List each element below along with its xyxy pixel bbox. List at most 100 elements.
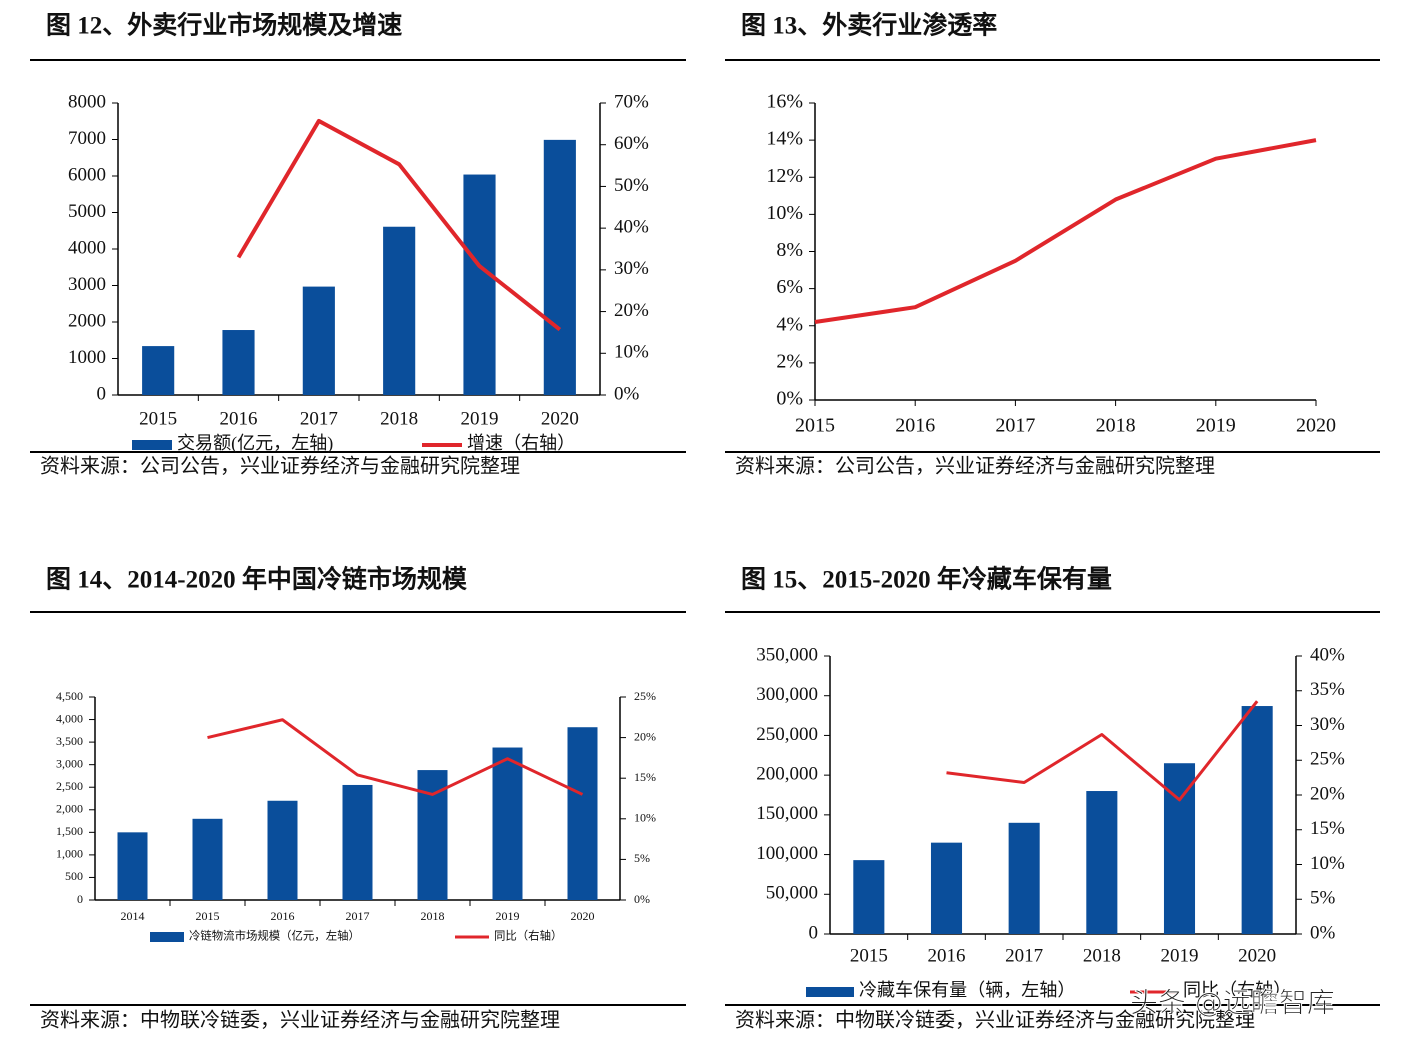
bar: [1008, 822, 1040, 934]
legend-swatch: [150, 932, 184, 942]
bar: [1241, 706, 1273, 934]
y-tick-label: 8000: [68, 91, 106, 112]
y-tick-label: 3,500: [56, 734, 83, 748]
source: 资料来源：中物联冷链委，兴业证券经济与金融研究院整理: [735, 1009, 1255, 1032]
figure-title: 图 14、2014-2020 年中国冷链市场规模: [46, 565, 468, 594]
figure-title: 图 13、外卖行业渗透率: [741, 11, 997, 40]
y-tick-label: 50,000: [766, 883, 818, 904]
x-tick-label: 2019: [1196, 415, 1236, 437]
y-tick-label: 350,000: [756, 644, 818, 665]
y-tick-label: 2,000: [56, 802, 83, 816]
legend-label: 同比（右轴）: [1183, 980, 1291, 1000]
y2-tick-label: 10%: [614, 342, 649, 363]
source: 资料来源：公司公告，兴业证券经济与金融研究院整理: [735, 455, 1215, 478]
y2-tick-label: 15%: [1310, 818, 1345, 839]
y-tick-label: 14%: [766, 128, 803, 150]
y-tick-label: 3,000: [56, 756, 83, 770]
figure-title: 图 15、2015-2020 年冷藏车保有量: [741, 565, 1112, 594]
y2-tick-label: 20%: [634, 729, 656, 743]
y2-tick-label: 30%: [1310, 714, 1345, 735]
y-tick-label: 4%: [776, 313, 803, 335]
bar: [1086, 791, 1118, 934]
y2-tick-label: 20%: [1310, 783, 1345, 804]
bar: [463, 174, 496, 395]
y-tick-label: 8%: [776, 239, 803, 261]
x-tick-label: 2019: [461, 408, 499, 429]
y-tick-label: 1,000: [56, 847, 83, 861]
bar: [142, 346, 175, 395]
y-tick-label: 3000: [68, 274, 106, 295]
x-tick-label: 2018: [1083, 945, 1121, 966]
x-tick-label: 2017: [346, 909, 370, 923]
bar: [302, 286, 335, 395]
y2-tick-label: 10%: [1310, 853, 1345, 874]
bar: [222, 330, 255, 395]
x-tick-label: 2017: [1005, 945, 1043, 966]
legend-label: 增速（右轴）: [467, 433, 575, 453]
y2-tick-label: 40%: [614, 217, 649, 238]
y2-tick-label: 25%: [1310, 749, 1345, 770]
bar: [383, 226, 416, 395]
y-tick-label: 10%: [766, 202, 803, 224]
line: [946, 700, 1259, 802]
y2-tick-label: 15%: [634, 770, 656, 784]
y-tick-label: 0: [809, 922, 819, 943]
legend-swatch: [806, 987, 854, 997]
bar: [192, 818, 223, 900]
figure-title: 图 12、外卖行业市场规模及增速: [46, 11, 402, 40]
y2-tick-label: 70%: [614, 91, 649, 112]
y-tick-label: 5000: [68, 201, 106, 222]
watermark: 头条 @远瞻智库: [1130, 986, 1335, 1019]
y2-tick-label: 10%: [634, 811, 656, 825]
x-tick-label: 2018: [421, 909, 445, 923]
y2-tick-label: 5%: [1310, 888, 1336, 909]
y-tick-label: 2%: [776, 350, 803, 372]
x-tick-label: 2015: [196, 909, 220, 923]
y-tick-label: 1000: [68, 347, 106, 368]
x-tick-label: 2018: [1096, 415, 1136, 437]
legend-label: 交易额(亿元，左轴): [177, 433, 333, 454]
y-tick-label: 4,500: [56, 689, 83, 703]
y-tick-label: 6%: [776, 276, 803, 298]
line: [207, 718, 584, 796]
x-tick-label: 2020: [1238, 945, 1276, 966]
line: [236, 118, 562, 332]
y2-tick-label: 5%: [634, 851, 650, 865]
y-tick-label: 4,000: [56, 711, 83, 725]
y2-tick-label: 25%: [634, 689, 656, 703]
source: 资料来源：中物联冷链委，兴业证券经济与金融研究院整理: [40, 1009, 560, 1032]
x-tick-label: 2014: [121, 909, 145, 923]
line: [814, 138, 1317, 325]
x-tick-label: 2017: [300, 408, 338, 429]
x-tick-label: 2019: [1161, 945, 1199, 966]
x-tick-label: 2020: [571, 909, 595, 923]
source: 资料来源：公司公告，兴业证券经济与金融研究院整理: [40, 455, 520, 478]
y2-tick-label: 0%: [614, 383, 640, 404]
y-tick-label: 2000: [68, 310, 106, 331]
y2-tick-label: 50%: [614, 175, 649, 196]
legend-label: 冷藏车保有量（辆，左轴）: [859, 980, 1075, 1000]
bar: [930, 842, 963, 934]
bar: [543, 139, 576, 395]
y2-tick-label: 0%: [634, 892, 650, 906]
y2-tick-label: 20%: [614, 300, 649, 321]
y-tick-label: 0%: [776, 388, 803, 410]
x-tick-label: 2016: [220, 408, 258, 429]
legend-label: 同比（右轴）: [494, 929, 562, 943]
y-tick-label: 16%: [766, 91, 803, 113]
y-tick-label: 100,000: [756, 843, 818, 864]
x-tick-label: 2015: [795, 415, 835, 437]
y-tick-label: 2,500: [56, 779, 83, 793]
y-tick-label: 6000: [68, 164, 106, 185]
bar: [853, 860, 885, 934]
legend-label: 冷链物流市场规模（亿元，左轴）: [189, 929, 360, 943]
y2-tick-label: 0%: [1310, 922, 1336, 943]
bar: [567, 727, 598, 900]
y-tick-label: 200,000: [756, 764, 818, 785]
y-tick-label: 0: [77, 892, 83, 906]
y-tick-label: 150,000: [756, 803, 818, 824]
x-tick-label: 2020: [1296, 415, 1336, 437]
x-tick-label: 2016: [895, 415, 935, 437]
y-tick-label: 300,000: [756, 684, 818, 705]
